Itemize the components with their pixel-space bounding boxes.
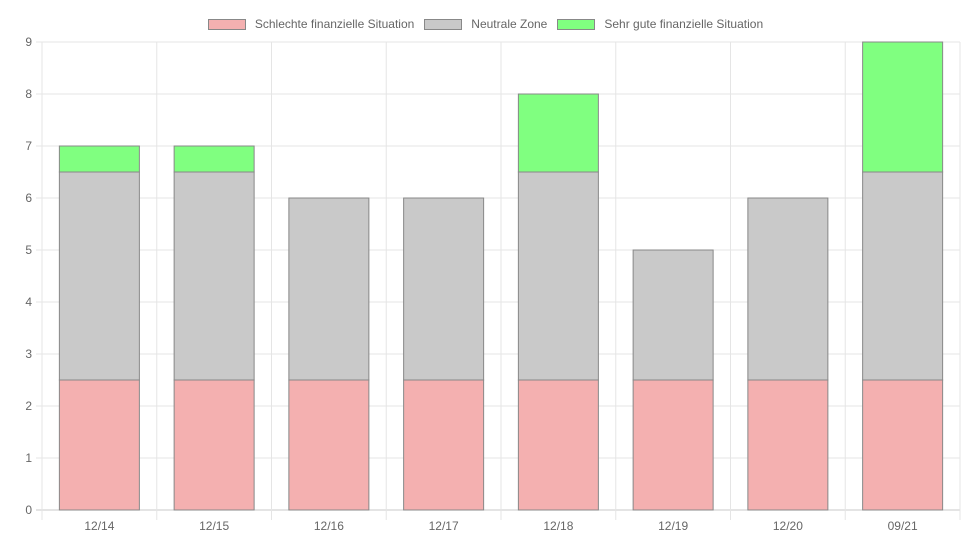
y-tick-label: 5	[25, 243, 32, 257]
x-tick-label: 12/14	[84, 519, 114, 533]
y-tick-label: 1	[25, 451, 32, 465]
x-tick-label: 12/19	[658, 519, 688, 533]
bar-segment-neutrale	[517, 171, 599, 381]
x-tick-label: 12/20	[773, 519, 803, 533]
bar-segment-sehr-gute	[58, 145, 140, 173]
legend-swatch-neutrale	[424, 18, 463, 30]
legend-label-schlechte: Schlechte finanzielle Situation	[254, 17, 415, 31]
legend-swatch-sehr-gute	[557, 18, 596, 30]
y-tick-label: 7	[25, 139, 32, 153]
y-tick-label: 0	[25, 503, 32, 517]
bar-segment-sehr-gute	[517, 93, 599, 173]
bar-segment-neutrale	[862, 171, 944, 381]
x-tick-label: 12/18	[543, 519, 573, 533]
legend-item-neutrale[interactable]: Neutrale Zone	[424, 17, 547, 31]
x-tick-label: 12/15	[199, 519, 229, 533]
bar-segment-schlechte	[58, 379, 140, 511]
y-tick-label: 3	[25, 347, 32, 361]
bar-segment-neutrale	[58, 171, 140, 381]
bar-segment-neutrale	[173, 171, 255, 381]
legend-label-sehr-gute: Sehr gute finanzielle Situation	[604, 17, 764, 31]
bar-segment-schlechte	[517, 379, 599, 511]
bar-segment-schlechte	[632, 379, 714, 511]
bar-segment-neutrale	[403, 197, 485, 381]
x-tick-label: 12/17	[429, 519, 459, 533]
legend-swatch-schlechte	[207, 18, 246, 30]
y-tick-label: 9	[25, 35, 32, 49]
bar-segment-sehr-gute	[862, 41, 944, 173]
y-tick-label: 2	[25, 399, 32, 413]
y-tick-label: 4	[25, 295, 32, 309]
legend-item-sehr-gute[interactable]: Sehr gute finanzielle Situation	[557, 17, 763, 31]
y-tick-label: 8	[25, 87, 32, 101]
bar-segment-schlechte	[173, 379, 255, 511]
x-tick-label: 12/16	[314, 519, 344, 533]
bar-segment-neutrale	[747, 197, 829, 381]
bar-segment-sehr-gute	[173, 145, 255, 173]
legend-label-neutrale: Neutrale Zone	[471, 17, 548, 31]
bar-segment-schlechte	[403, 379, 485, 511]
y-tick-label: 6	[25, 191, 32, 205]
bar-segment-neutrale	[632, 249, 714, 381]
bar-segment-schlechte	[862, 379, 944, 511]
bar-segment-neutrale	[288, 197, 370, 381]
bar-segment-schlechte	[747, 379, 829, 511]
x-tick-label: 09/21	[888, 519, 918, 533]
chart-legend: Schlechte finanzielle Situation Neutrale…	[0, 17, 971, 31]
legend-item-schlechte[interactable]: Schlechte finanzielle Situation	[207, 17, 415, 31]
bar-segment-schlechte	[288, 379, 370, 511]
